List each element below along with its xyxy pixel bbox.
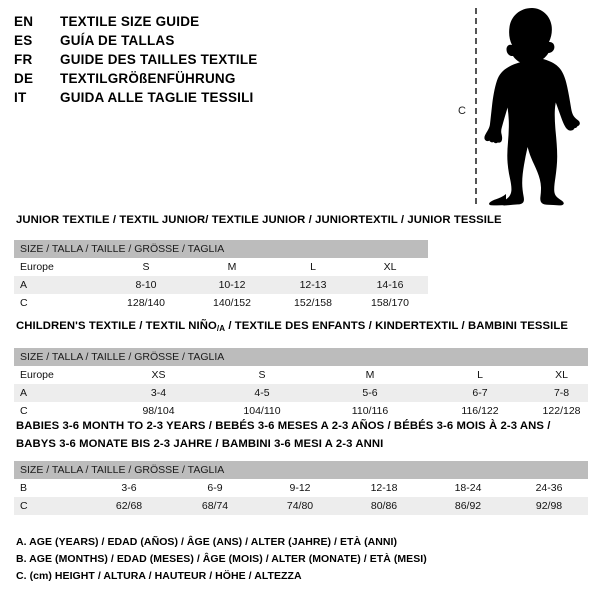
row-label: C	[14, 497, 86, 515]
children-title-sub: /A	[216, 324, 226, 333]
children-table-row-a: A 3-4 4-5 5-6 6-7 7-8	[14, 384, 589, 402]
row-label: Europe	[14, 258, 102, 276]
language-code: EN	[14, 14, 34, 29]
cell: L	[274, 258, 352, 276]
babies-size-header: SIZE / TALLA / TAILLE / GRÖSSE / TAGLIA	[14, 461, 589, 479]
cell: XS	[108, 366, 209, 384]
language-title: GUÍA DE TALLAS	[60, 33, 175, 48]
cell: XL	[535, 366, 589, 384]
cell: S	[102, 258, 190, 276]
cell: 6-7	[425, 384, 535, 402]
language-row: ES GUÍA DE TALLAS	[14, 31, 434, 50]
cell: 6-9	[172, 479, 258, 497]
row-label: Europe	[14, 366, 108, 384]
cell: 128/140	[102, 294, 190, 312]
cell: M	[190, 258, 274, 276]
babies-table-header-row: SIZE / TALLA / TAILLE / GRÖSSE / TAGLIA	[14, 461, 589, 479]
junior-table-header-row: SIZE / TALLA / TAILLE / GRÖSSE / TAGLIA	[14, 240, 429, 258]
cell: L	[425, 366, 535, 384]
junior-table-row-c: C 128/140 140/152 152/158 158/170	[14, 294, 429, 312]
language-title: TEXTILGRÖßENFÜHRUNG	[60, 71, 236, 86]
cell: 5-6	[315, 384, 425, 402]
cell: 14-16	[352, 276, 429, 294]
legend-item-c: C. (cm) HEIGHT / ALTURA / HAUTEUR / HÖHE…	[16, 570, 302, 582]
cell: 18-24	[426, 479, 510, 497]
height-illustration: C	[440, 0, 600, 210]
cell: 158/170	[352, 294, 429, 312]
cell: 110/116	[315, 402, 425, 420]
children-size-table: SIZE / TALLA / TAILLE / GRÖSSE / TAGLIA …	[14, 348, 589, 420]
legend-block: A. AGE (YEARS) / EDAD (AÑOS) / ÂGE (ANS)…	[16, 534, 427, 585]
cell: 122/128	[535, 402, 589, 420]
cell: 3-4	[108, 384, 209, 402]
children-section-title: CHILDREN'S TEXTILE / TEXTIL NIÑO/A / TEX…	[16, 320, 568, 333]
language-row: DE TEXTILGRÖßENFÜHRUNG	[14, 69, 434, 88]
cell: 68/74	[172, 497, 258, 515]
cell: 62/68	[86, 497, 172, 515]
language-code: IT	[14, 90, 27, 105]
babies-size-table: SIZE / TALLA / TAILLE / GRÖSSE / TAGLIA …	[14, 461, 589, 515]
cell: 86/92	[426, 497, 510, 515]
language-code: ES	[14, 33, 33, 48]
junior-size-table: SIZE / TALLA / TAILLE / GRÖSSE / TAGLIA …	[14, 240, 429, 312]
height-measure-label: C	[458, 105, 466, 117]
children-size-header: SIZE / TALLA / TAILLE / GRÖSSE / TAGLIA	[14, 348, 589, 366]
language-title: GUIDA ALLE TAGLIE TESSILI	[60, 90, 254, 105]
language-title-block: EN TEXTILE SIZE GUIDE ES GUÍA DE TALLAS …	[14, 12, 434, 107]
cell: 7-8	[535, 384, 589, 402]
cell: 74/80	[258, 497, 342, 515]
language-row: FR GUIDE DES TAILLES TEXTILE	[14, 50, 434, 69]
cell: 152/158	[274, 294, 352, 312]
babies-table-row-b: B 3-6 6-9 9-12 12-18 18-24 24-36	[14, 479, 589, 497]
legend-item-a: A. AGE (YEARS) / EDAD (AÑOS) / ÂGE (ANS)…	[16, 536, 398, 548]
toddler-silhouette-icon	[484, 8, 580, 206]
cell: 104/110	[209, 402, 315, 420]
cell: XL	[352, 258, 429, 276]
language-title: GUIDE DES TAILLES TEXTILE	[60, 52, 258, 67]
children-table-row-c: C 98/104 104/110 110/116 116/122 122/128	[14, 402, 589, 420]
cell: 3-6	[86, 479, 172, 497]
children-table-header-row: SIZE / TALLA / TAILLE / GRÖSSE / TAGLIA	[14, 348, 589, 366]
cell: S	[209, 366, 315, 384]
junior-section-title: JUNIOR TEXTILE / TEXTIL JUNIOR/ TEXTILE …	[16, 214, 502, 226]
cell: 80/86	[342, 497, 426, 515]
row-label: C	[14, 402, 108, 420]
language-code: DE	[14, 71, 34, 86]
row-label: A	[14, 384, 108, 402]
row-label: B	[14, 479, 86, 497]
cell: 116/122	[425, 402, 535, 420]
junior-size-header: SIZE / TALLA / TAILLE / GRÖSSE / TAGLIA	[14, 240, 429, 258]
cell: 10-12	[190, 276, 274, 294]
language-code: FR	[14, 52, 33, 67]
cell: 24-36	[510, 479, 589, 497]
cell: 9-12	[258, 479, 342, 497]
cell: 92/98	[510, 497, 589, 515]
babies-section-title-line2: BABYS 3-6 MONATE BIS 2-3 JAHRE / BAMBINI…	[16, 438, 384, 450]
junior-table-row-europe: Europe S M L XL	[14, 258, 429, 276]
row-label: C	[14, 294, 102, 312]
language-row: IT GUIDA ALLE TAGLIE TESSILI	[14, 88, 434, 107]
babies-table-row-c: C 62/68 68/74 74/80 80/86 86/92 92/98	[14, 497, 589, 515]
cell: 140/152	[190, 294, 274, 312]
legend-item-b: B. AGE (MONTHS) / EDAD (MESES) / ÂGE (MO…	[16, 553, 427, 565]
row-label: A	[14, 276, 102, 294]
cell: 8-10	[102, 276, 190, 294]
cell: 98/104	[108, 402, 209, 420]
language-title: TEXTILE SIZE GUIDE	[60, 14, 200, 29]
children-title-part1: CHILDREN'S TEXTILE / TEXTIL NIÑO	[16, 320, 217, 332]
junior-table-row-a: A 8-10 10-12 12-13 14-16	[14, 276, 429, 294]
cell: M	[315, 366, 425, 384]
children-table-row-europe: Europe XS S M L XL	[14, 366, 589, 384]
language-row: EN TEXTILE SIZE GUIDE	[14, 12, 434, 31]
height-dashed-line	[475, 8, 477, 204]
cell: 12-13	[274, 276, 352, 294]
children-title-part2: / TEXTILE DES ENFANTS / KINDERTEXTIL / B…	[225, 320, 569, 332]
babies-section-title-line1: BABIES 3-6 MONTH TO 2-3 YEARS / BEBÉS 3-…	[16, 420, 551, 432]
cell: 4-5	[209, 384, 315, 402]
cell: 12-18	[342, 479, 426, 497]
